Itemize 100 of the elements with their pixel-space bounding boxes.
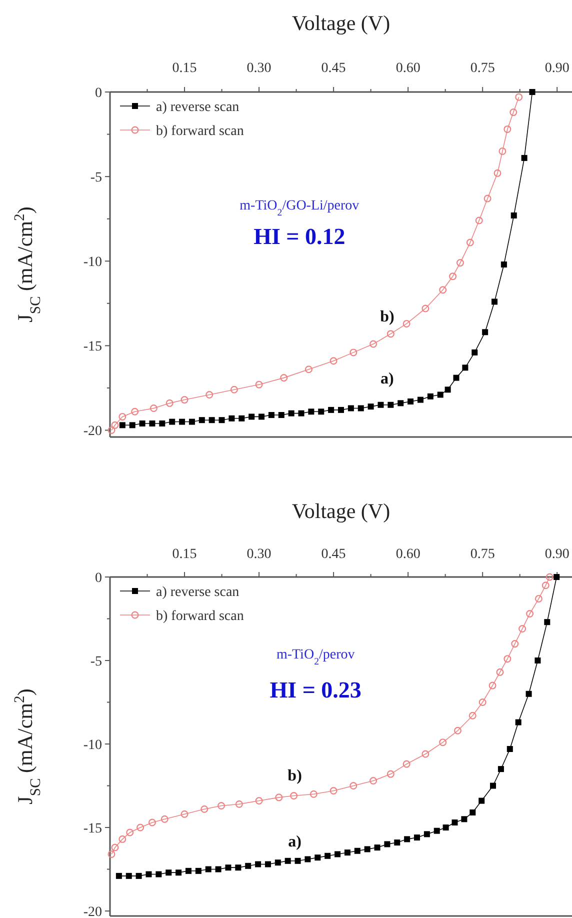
point [350, 348, 358, 356]
annotation: a) [380, 370, 394, 388]
point [482, 329, 488, 336]
point [310, 790, 318, 798]
point [274, 860, 281, 866]
point [230, 386, 238, 394]
point [546, 573, 554, 581]
point [442, 824, 449, 830]
point [126, 828, 134, 836]
x-tick-label: 0.15 [172, 547, 197, 562]
point [108, 850, 116, 858]
point [542, 582, 550, 590]
point [160, 815, 168, 823]
point [378, 402, 384, 408]
point [439, 738, 447, 746]
x-tick-label: 0.30 [246, 61, 272, 76]
point [374, 844, 380, 851]
point [108, 426, 116, 434]
point [358, 405, 364, 412]
point [484, 194, 492, 202]
x-tick-label: 0.30 [246, 547, 272, 562]
point [298, 410, 304, 416]
x-axis-title: Voltage (V) [292, 11, 390, 35]
point [185, 868, 192, 874]
point [304, 856, 311, 862]
point [131, 408, 139, 416]
point [166, 399, 174, 407]
point [526, 610, 534, 618]
point [255, 797, 263, 805]
point [478, 698, 486, 706]
point [504, 655, 512, 663]
annotation: b) [288, 767, 302, 784]
point [521, 154, 528, 161]
y-tick-label: -15 [83, 340, 102, 355]
annotation: m-TiO$_{2}$/GO-Li/perov [240, 198, 360, 218]
point [338, 406, 344, 413]
y-tick-label: 0 [95, 571, 102, 586]
x-tick-label: 0.45 [321, 61, 346, 76]
point [258, 414, 265, 420]
y-tick-label: -15 [83, 821, 102, 836]
point [488, 682, 496, 690]
point [364, 846, 370, 852]
point [188, 418, 195, 425]
point [228, 415, 235, 422]
point [255, 861, 262, 868]
point [504, 125, 512, 133]
point [129, 422, 136, 428]
y-tick-label: -10 [83, 255, 102, 270]
point [461, 816, 468, 822]
annotation: m-TiO$_{2}$/perov [276, 647, 355, 667]
point [264, 861, 271, 868]
point [398, 400, 404, 406]
point [278, 412, 284, 418]
point [116, 872, 122, 879]
x-tick-label: 0.75 [470, 547, 495, 562]
legend-label: b) forward scan [156, 124, 244, 139]
point [294, 858, 301, 864]
point [384, 841, 390, 848]
point [494, 169, 502, 177]
point [146, 871, 152, 878]
point [453, 374, 460, 381]
point [290, 792, 298, 800]
point [200, 805, 208, 813]
point [350, 782, 358, 790]
point [118, 835, 126, 843]
point [169, 418, 176, 425]
point [394, 840, 400, 846]
x-tick-label: 0.90 [544, 547, 570, 562]
point [515, 719, 522, 726]
point [148, 818, 156, 826]
point [492, 298, 498, 305]
point [408, 398, 414, 404]
point [119, 422, 126, 428]
point [498, 766, 504, 772]
point [388, 402, 394, 408]
point [424, 831, 430, 838]
point [308, 408, 314, 415]
x-tick-label: 0.90 [544, 61, 570, 76]
y-tick-label: -20 [83, 424, 102, 440]
point [444, 386, 451, 393]
point [159, 420, 166, 426]
point [518, 625, 526, 633]
point [180, 810, 188, 818]
point [402, 320, 410, 328]
point [402, 760, 410, 768]
point [225, 864, 232, 871]
annotation: HI = 0.23 [270, 677, 362, 702]
point [284, 858, 291, 864]
point [534, 594, 542, 602]
point [344, 850, 350, 856]
point [452, 819, 458, 826]
point [529, 89, 536, 95]
point [417, 396, 424, 403]
point [544, 619, 550, 626]
point [496, 668, 504, 676]
point [490, 782, 496, 789]
legend-label: a) reverse scan [156, 585, 240, 600]
x-tick-label: 0.45 [321, 547, 346, 562]
point [318, 408, 324, 415]
point [510, 212, 517, 218]
